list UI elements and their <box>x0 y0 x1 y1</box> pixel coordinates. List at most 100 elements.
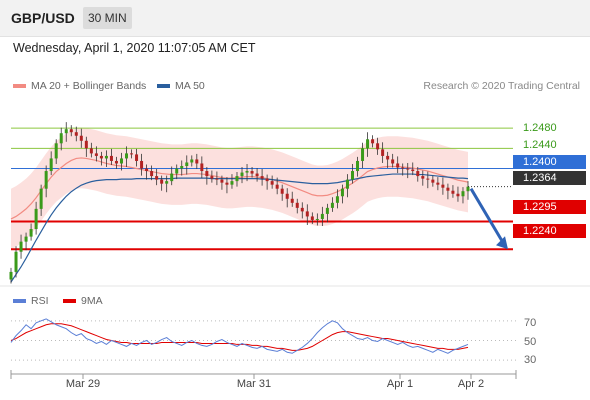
candle-body <box>401 167 405 169</box>
candle-body <box>150 171 154 177</box>
candle-body <box>114 160 118 164</box>
candle-body <box>140 160 144 169</box>
legend-rsi-ma-label: 9MA <box>81 295 103 307</box>
candle-body <box>446 187 450 191</box>
candle-body <box>366 139 370 149</box>
timestamp: Wednesday, April 1, 2020 11:07:05 AM CET <box>13 41 256 55</box>
header-bar: GBP/USD 30 MIN <box>0 0 590 37</box>
candle-body <box>411 169 415 172</box>
level-tag-pivot-text: 1.2400 <box>523 156 557 168</box>
candle-body <box>340 188 344 197</box>
forecast-arrow-shaft <box>469 187 506 245</box>
rsi-ma-swatch <box>63 299 76 303</box>
level-tag-pivot: 1.2400 <box>513 155 586 169</box>
candle-body <box>315 218 319 220</box>
candle-body <box>285 193 289 199</box>
candle-body <box>225 182 229 185</box>
legend-ma20: MA 20 + Bollinger Bands <box>13 80 146 92</box>
level-tag-s1-text: 1.2295 <box>523 201 557 213</box>
candle-body <box>74 132 78 136</box>
candle-body <box>386 155 390 160</box>
candle-body <box>356 160 360 172</box>
candle-body <box>421 176 425 179</box>
candle-body <box>34 208 38 230</box>
legend-rsi-ma: 9MA <box>63 295 103 307</box>
candle-body <box>330 202 334 208</box>
rsi-swatch <box>13 299 26 303</box>
candle-body <box>305 211 309 217</box>
candle-body <box>431 179 435 183</box>
bollinger-band <box>11 127 468 250</box>
legend-ma20-label: MA 20 + Bollinger Bands <box>31 80 147 92</box>
legend-rsi-label: RSI <box>31 295 49 307</box>
candle-body <box>270 181 274 185</box>
research-credit: Research © 2020 Trading Central <box>423 80 580 92</box>
candle-body <box>240 172 244 177</box>
candle-body <box>295 202 299 208</box>
level-tag-s1: 1.2295 <box>513 200 586 214</box>
candle-body <box>64 129 68 134</box>
candle-body <box>39 188 43 209</box>
timeframe-badge[interactable]: 30 MIN <box>83 7 132 29</box>
candle-body <box>84 140 88 149</box>
candle-body <box>335 196 339 203</box>
candle-body <box>406 168 410 170</box>
candle-body <box>109 155 113 161</box>
candle-body <box>371 139 375 144</box>
candle-body <box>9 271 13 280</box>
rsi-tick-50: 50 <box>524 336 537 348</box>
candle-body <box>170 173 174 182</box>
candle-body <box>220 179 224 183</box>
candle-body <box>325 207 329 214</box>
candle-body <box>160 179 164 184</box>
ma50-swatch <box>157 84 170 88</box>
candle-body <box>255 173 259 177</box>
candle-body <box>230 181 234 185</box>
candle-body <box>320 213 324 219</box>
candle-body <box>310 216 314 220</box>
forecast-arrow-head <box>496 236 508 250</box>
candle-body <box>89 148 93 154</box>
level-tag-s2-text: 1.2240 <box>523 225 557 237</box>
candle-body <box>69 129 73 133</box>
level-label-r2: 1.2480 <box>523 122 557 134</box>
candle-body <box>130 153 134 155</box>
candle-body <box>14 251 18 272</box>
candle-body <box>185 162 189 166</box>
candle-body <box>104 155 108 159</box>
candle-body <box>44 171 48 189</box>
candle-body <box>280 188 284 194</box>
ma50-line <box>10 173 469 283</box>
candle-body <box>29 229 33 237</box>
rsi-ma-line <box>10 323 469 351</box>
candle-body <box>195 159 199 164</box>
x-label-apr2: Apr 2 <box>457 378 485 390</box>
currency-pair-title: GBP/USD <box>11 10 75 26</box>
candle-body <box>59 133 63 144</box>
level-tag-last: 1.2364 <box>513 171 586 185</box>
candle-body <box>205 171 209 177</box>
candle-body <box>200 163 204 172</box>
candle-body <box>210 176 214 179</box>
candle-body <box>260 176 264 179</box>
candle-body <box>376 143 380 150</box>
legend-ma50-label: MA 50 <box>175 80 205 92</box>
rsi-tick-70: 70 <box>524 317 537 329</box>
candle-body <box>300 207 304 212</box>
rsi-line <box>10 318 469 354</box>
candle-body <box>24 236 28 242</box>
candle-body <box>436 182 440 185</box>
level-tag-last-text: 1.2364 <box>523 172 557 184</box>
candle-body <box>49 158 53 172</box>
candle-body <box>99 155 103 159</box>
candle-body <box>155 176 159 180</box>
candle-body <box>19 241 23 252</box>
candle-body <box>361 148 365 161</box>
candle-body <box>180 166 184 169</box>
candle-body <box>461 191 465 197</box>
candle-body <box>441 184 445 188</box>
candle-body <box>250 171 254 174</box>
x-label-mar29: Mar 29 <box>65 378 101 390</box>
candle-body <box>290 198 294 203</box>
candle-body <box>175 168 179 174</box>
